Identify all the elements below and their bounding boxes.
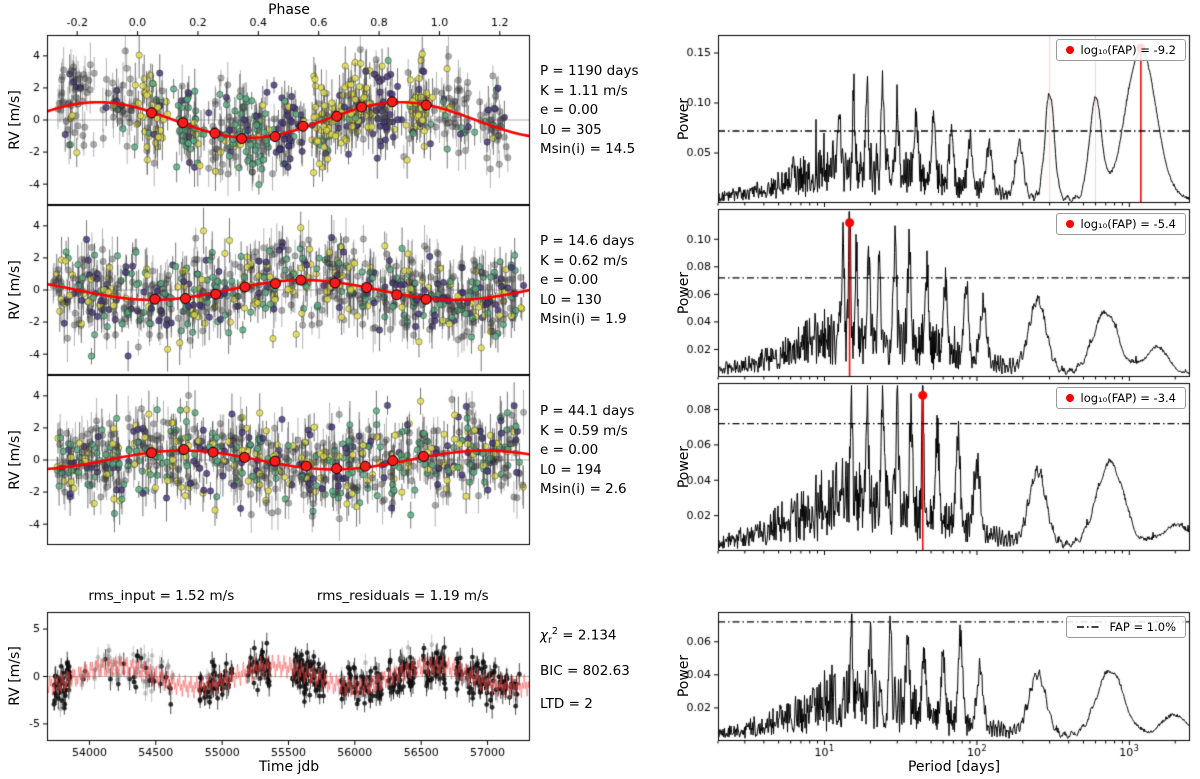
rms-title-row: rms_input = 1.52 m/s rms_residuals = 1.1… — [47, 588, 530, 604]
ltd-stat: LTD = 2 — [540, 696, 593, 713]
power-axis-label-panel4: Power — [676, 654, 692, 698]
rv-axis-label-panel2: RV [m/s] — [7, 260, 23, 320]
legend-periodogram-4: FAP = 1.0% — [1066, 616, 1186, 638]
rms-residuals-label: rms_residuals = 1.19 m/s — [316, 588, 489, 604]
legend-label-fap1: log₁₀(FAP) = -9.2 — [1080, 43, 1176, 57]
rv-axis-label-panel1: RV [m/s] — [7, 90, 23, 150]
legend-periodogram-1: log₁₀(FAP) = -9.2 — [1055, 39, 1186, 61]
chi-superscript: 2 — [551, 626, 558, 637]
fit-params-panel2: P = 14.6 days K = 0.62 m/s e = 0.00 L0 =… — [540, 233, 635, 327]
red-dot-marker-icon — [1065, 220, 1074, 228]
rv-axis-label-panel3: RV [m/s] — [7, 430, 23, 490]
legend-label-fap2: log₁₀(FAP) = -5.4 — [1080, 217, 1176, 231]
legend-label-fap4: FAP = 1.0% — [1109, 620, 1176, 634]
time-axis-label: Time jdb — [258, 759, 320, 775]
fit-stats: χr2 = 2.134 BIC = 802.63 LTD = 2 — [540, 626, 630, 729]
red-dot-marker-icon — [1065, 394, 1074, 402]
chi-symbol: χ — [540, 627, 548, 644]
phase-axis-label: Phase — [268, 2, 310, 18]
legend-periodogram-3: log₁₀(FAP) = -3.4 — [1055, 387, 1186, 409]
chi2-stat: χr2 = 2.134 — [540, 626, 630, 646]
rms-input-label: rms_input = 1.52 m/s — [88, 588, 235, 604]
bic-stat: BIC = 802.63 — [540, 663, 630, 680]
rv-axis-label-panel4: RV [m/s] — [7, 646, 23, 706]
red-dot-marker-icon — [1065, 46, 1074, 54]
fit-params-panel3: P = 44.1 days K = 0.59 m/s e = 0.00 L0 =… — [540, 403, 635, 497]
legend-label-fap3: log₁₀(FAP) = -3.4 — [1080, 391, 1176, 405]
dashdot-line-icon — [1077, 626, 1102, 628]
fit-params-panel1: P = 1190 days K = 1.11 m/s e = 0.00 L0 =… — [540, 63, 639, 157]
chi-subscript: r — [548, 635, 552, 647]
legend-periodogram-2: log₁₀(FAP) = -5.4 — [1055, 213, 1186, 235]
period-axis-label: Period [days] — [907, 759, 1001, 775]
chi-value: = 2.134 — [557, 627, 617, 644]
